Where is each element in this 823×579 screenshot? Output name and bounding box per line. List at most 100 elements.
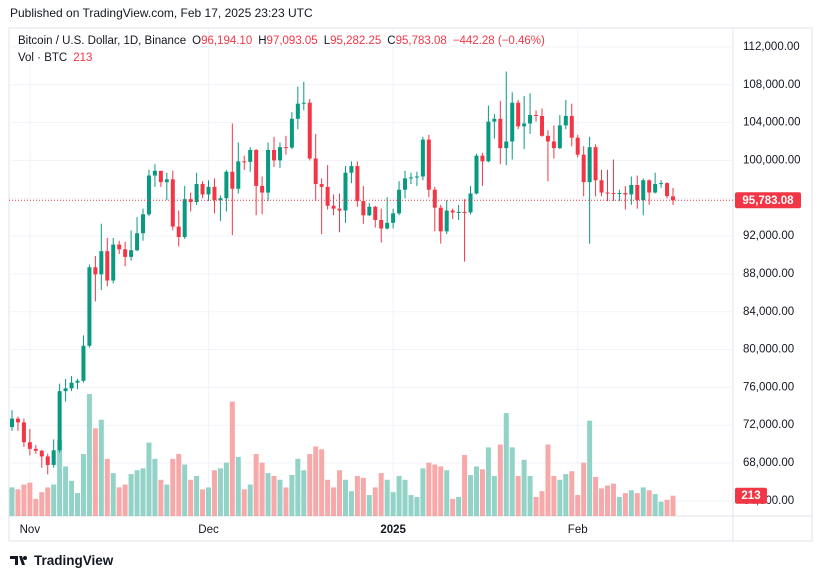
candle-body: [587, 147, 592, 183]
overlay-layer: 64,000.0068,000.0072,000.0076,000.0080,0…: [9, 41, 801, 536]
candle-body: [57, 391, 62, 451]
candle-body: [200, 184, 205, 195]
candle-body: [403, 178, 408, 190]
candle-body: [468, 193, 473, 213]
y-tick-label: 92,000.00: [743, 230, 794, 242]
volume-bar: [503, 413, 509, 516]
volume-bar: [277, 479, 283, 516]
volume-bar: [122, 484, 128, 516]
volume-bar: [146, 442, 152, 516]
volume-bar: [116, 487, 122, 516]
candle-body: [99, 251, 104, 275]
x-tick-label: 2025: [380, 524, 406, 536]
volume-bar: [527, 475, 533, 516]
y-tick-label: 100,000.00: [743, 154, 801, 166]
volume-bar: [462, 455, 468, 516]
tradingview-logo: [10, 556, 27, 565]
volume-bar: [366, 495, 372, 516]
candle-body: [123, 249, 128, 257]
volume-bar: [223, 462, 229, 516]
candle-body: [277, 147, 282, 161]
candle-body: [486, 121, 491, 162]
legend-key: L: [323, 35, 331, 47]
candle-body: [254, 150, 259, 186]
volume-bar: [378, 473, 384, 516]
candle-body: [355, 166, 360, 202]
candle-body: [593, 147, 598, 181]
candle-body: [63, 388, 68, 392]
candle-body: [480, 155, 485, 162]
volume-bar: [438, 466, 444, 516]
candle-body: [93, 267, 98, 275]
candle-body: [605, 192, 610, 194]
volume-bar: [206, 487, 212, 516]
candle-body: [569, 115, 574, 138]
candle-body: [361, 201, 366, 216]
volume-bar: [581, 462, 587, 516]
legend-value: 95,282.25: [330, 35, 382, 47]
x-tick-label: Feb: [568, 524, 588, 536]
candle-body: [623, 193, 628, 195]
volume-bar: [140, 468, 146, 516]
y-tick-label: 72,000.00: [743, 419, 794, 431]
volume-bar: [616, 496, 622, 516]
x-tick-label: Dec: [198, 524, 219, 536]
y-tick-label: 84,000.00: [743, 306, 794, 318]
candle-body: [307, 102, 312, 159]
candle-body: [242, 161, 247, 163]
volume-bar: [194, 475, 200, 516]
candle-body: [462, 211, 467, 213]
candle-body: [129, 250, 134, 257]
volume-bar: [337, 470, 343, 516]
volume-bar: [80, 454, 86, 516]
y-tick-label: 80,000.00: [743, 344, 794, 356]
volume-bar: [319, 449, 325, 516]
candle-body: [397, 189, 402, 214]
volume-bar: [27, 482, 33, 516]
last-price-box: [735, 192, 801, 209]
candle-body: [117, 244, 122, 250]
candle-body: [408, 177, 413, 179]
volume-bar: [39, 492, 45, 516]
candle-body: [81, 345, 86, 381]
candle-body: [671, 196, 675, 201]
volume-bar: [569, 471, 575, 516]
candle-body: [641, 180, 646, 201]
candle-body: [313, 158, 318, 185]
volume-bar: [628, 490, 634, 516]
candle-body: [152, 170, 157, 176]
volume-bar: [515, 475, 521, 516]
candle-body: [391, 213, 396, 223]
candle-body: [87, 267, 92, 346]
volume-bar: [152, 458, 158, 516]
volume-bar: [563, 474, 569, 516]
volume-bar: [390, 492, 396, 516]
y-tick-label: 88,000.00: [743, 268, 794, 280]
volume-bar: [408, 495, 414, 516]
legend-title: Bitcoin / U.S. Dollar, 1D, Binance: [18, 35, 187, 47]
chart-frame: [8, 27, 813, 542]
candle-body: [141, 214, 146, 234]
candle-body: [146, 175, 151, 215]
legend-value: 97,093.05: [266, 35, 318, 47]
volume-bar: [86, 394, 92, 516]
candle-body: [611, 193, 616, 195]
volume-bar: [271, 475, 277, 516]
candle-body: [295, 103, 300, 119]
candle-body: [10, 418, 14, 428]
candle-body: [426, 139, 431, 190]
volume-bar: [325, 479, 331, 516]
volume-bar: [182, 464, 188, 516]
candle-body: [635, 184, 640, 201]
candle-body: [230, 171, 235, 189]
candle-body: [379, 219, 384, 229]
volume-bar: [110, 473, 116, 516]
published-note: Published on TradingView.com, Feb 17, 20…: [10, 6, 313, 20]
candle-body: [45, 456, 50, 465]
volume-bar: [521, 459, 527, 516]
x-tick-label: Nov: [20, 524, 41, 536]
volume-bar: [664, 499, 670, 516]
volume-bar: [164, 484, 170, 516]
candle-body: [69, 382, 74, 389]
